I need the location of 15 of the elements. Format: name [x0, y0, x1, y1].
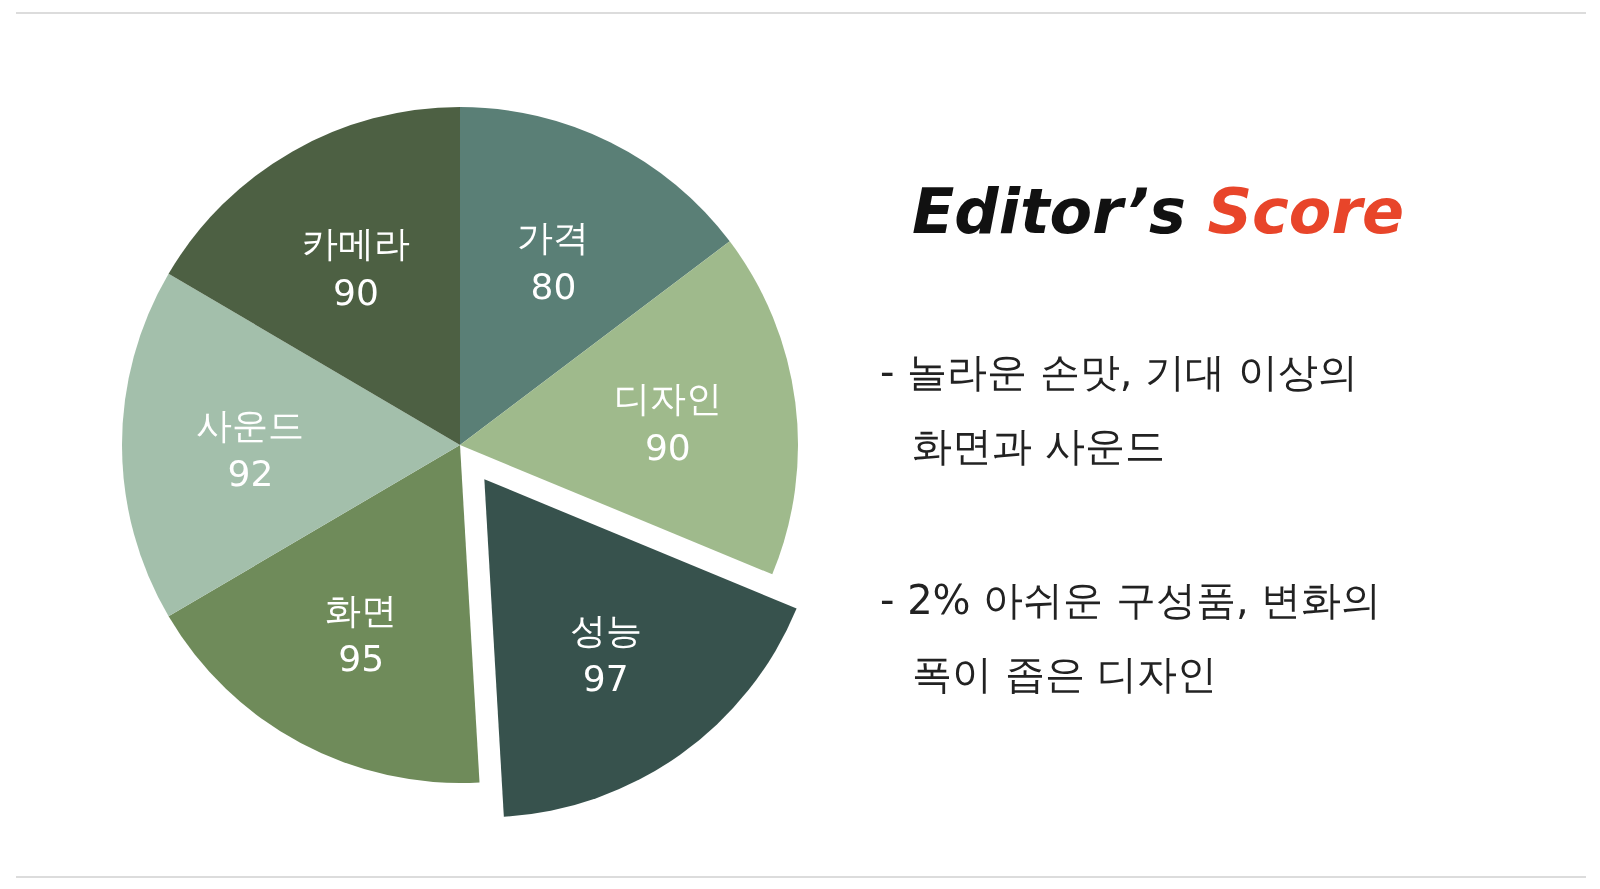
slice-label: 카메라	[301, 222, 410, 264]
data-label: 80	[530, 265, 577, 307]
text: - 놀라운 손맛, 기대 이상의 화면과 사운드	[880, 348, 1359, 471]
slice-label: 가격	[517, 217, 590, 259]
slice-label: 디자인	[613, 378, 722, 420]
text: - 2% 아쉬운 구성품, 변화의 폭이 좁은 디자인	[880, 576, 1383, 699]
data-label: 90	[333, 271, 379, 313]
data-label: 95	[338, 638, 385, 680]
data-label: 92	[227, 453, 274, 495]
slice-label: 화면	[325, 589, 398, 631]
slice-label: 사운드	[196, 404, 305, 446]
data-label: 90	[644, 426, 691, 468]
slice-label: 성능	[569, 609, 642, 651]
text: Editor’s Score	[912, 175, 1405, 248]
data-label: 97	[582, 658, 629, 700]
